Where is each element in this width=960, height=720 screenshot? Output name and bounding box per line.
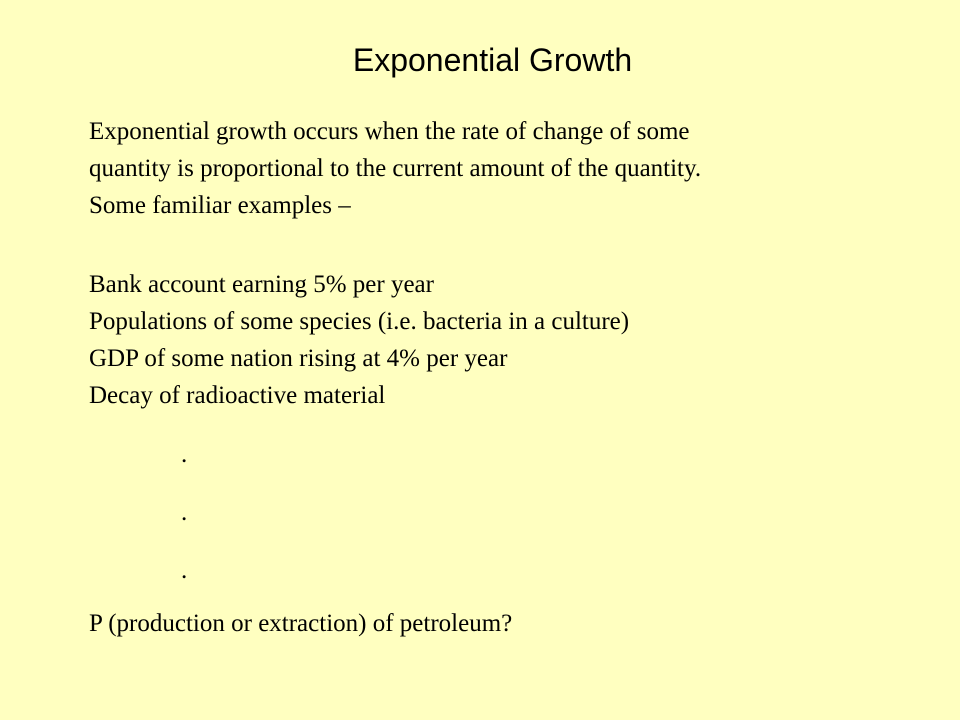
example-item: GDP of some nation rising at 4% per year (89, 345, 508, 372)
ellipsis-dot: . (181, 557, 188, 584)
closing-question: P (production or extraction) of petroleu… (89, 610, 513, 637)
intro-paragraph: Exponential growth occurs when the rate … (89, 113, 701, 224)
slide-title: Exponential Growth (352, 42, 633, 78)
example-item: Populations of some species (i.e. bacter… (89, 308, 630, 335)
ellipsis-dots: . . . (181, 436, 187, 610)
intro-line: quantity is proportional to the current … (89, 155, 702, 182)
ellipsis-dot: . (181, 499, 188, 526)
example-item: Bank account earning 5% per year (89, 271, 434, 298)
examples-list: Bank account earning 5% per year Populat… (89, 266, 629, 414)
ellipsis-dot: . (181, 441, 188, 468)
intro-line: Exponential growth occurs when the rate … (89, 118, 690, 145)
example-item: Decay of radioactive material (89, 382, 386, 409)
intro-line: Some familiar examples – (89, 192, 351, 219)
